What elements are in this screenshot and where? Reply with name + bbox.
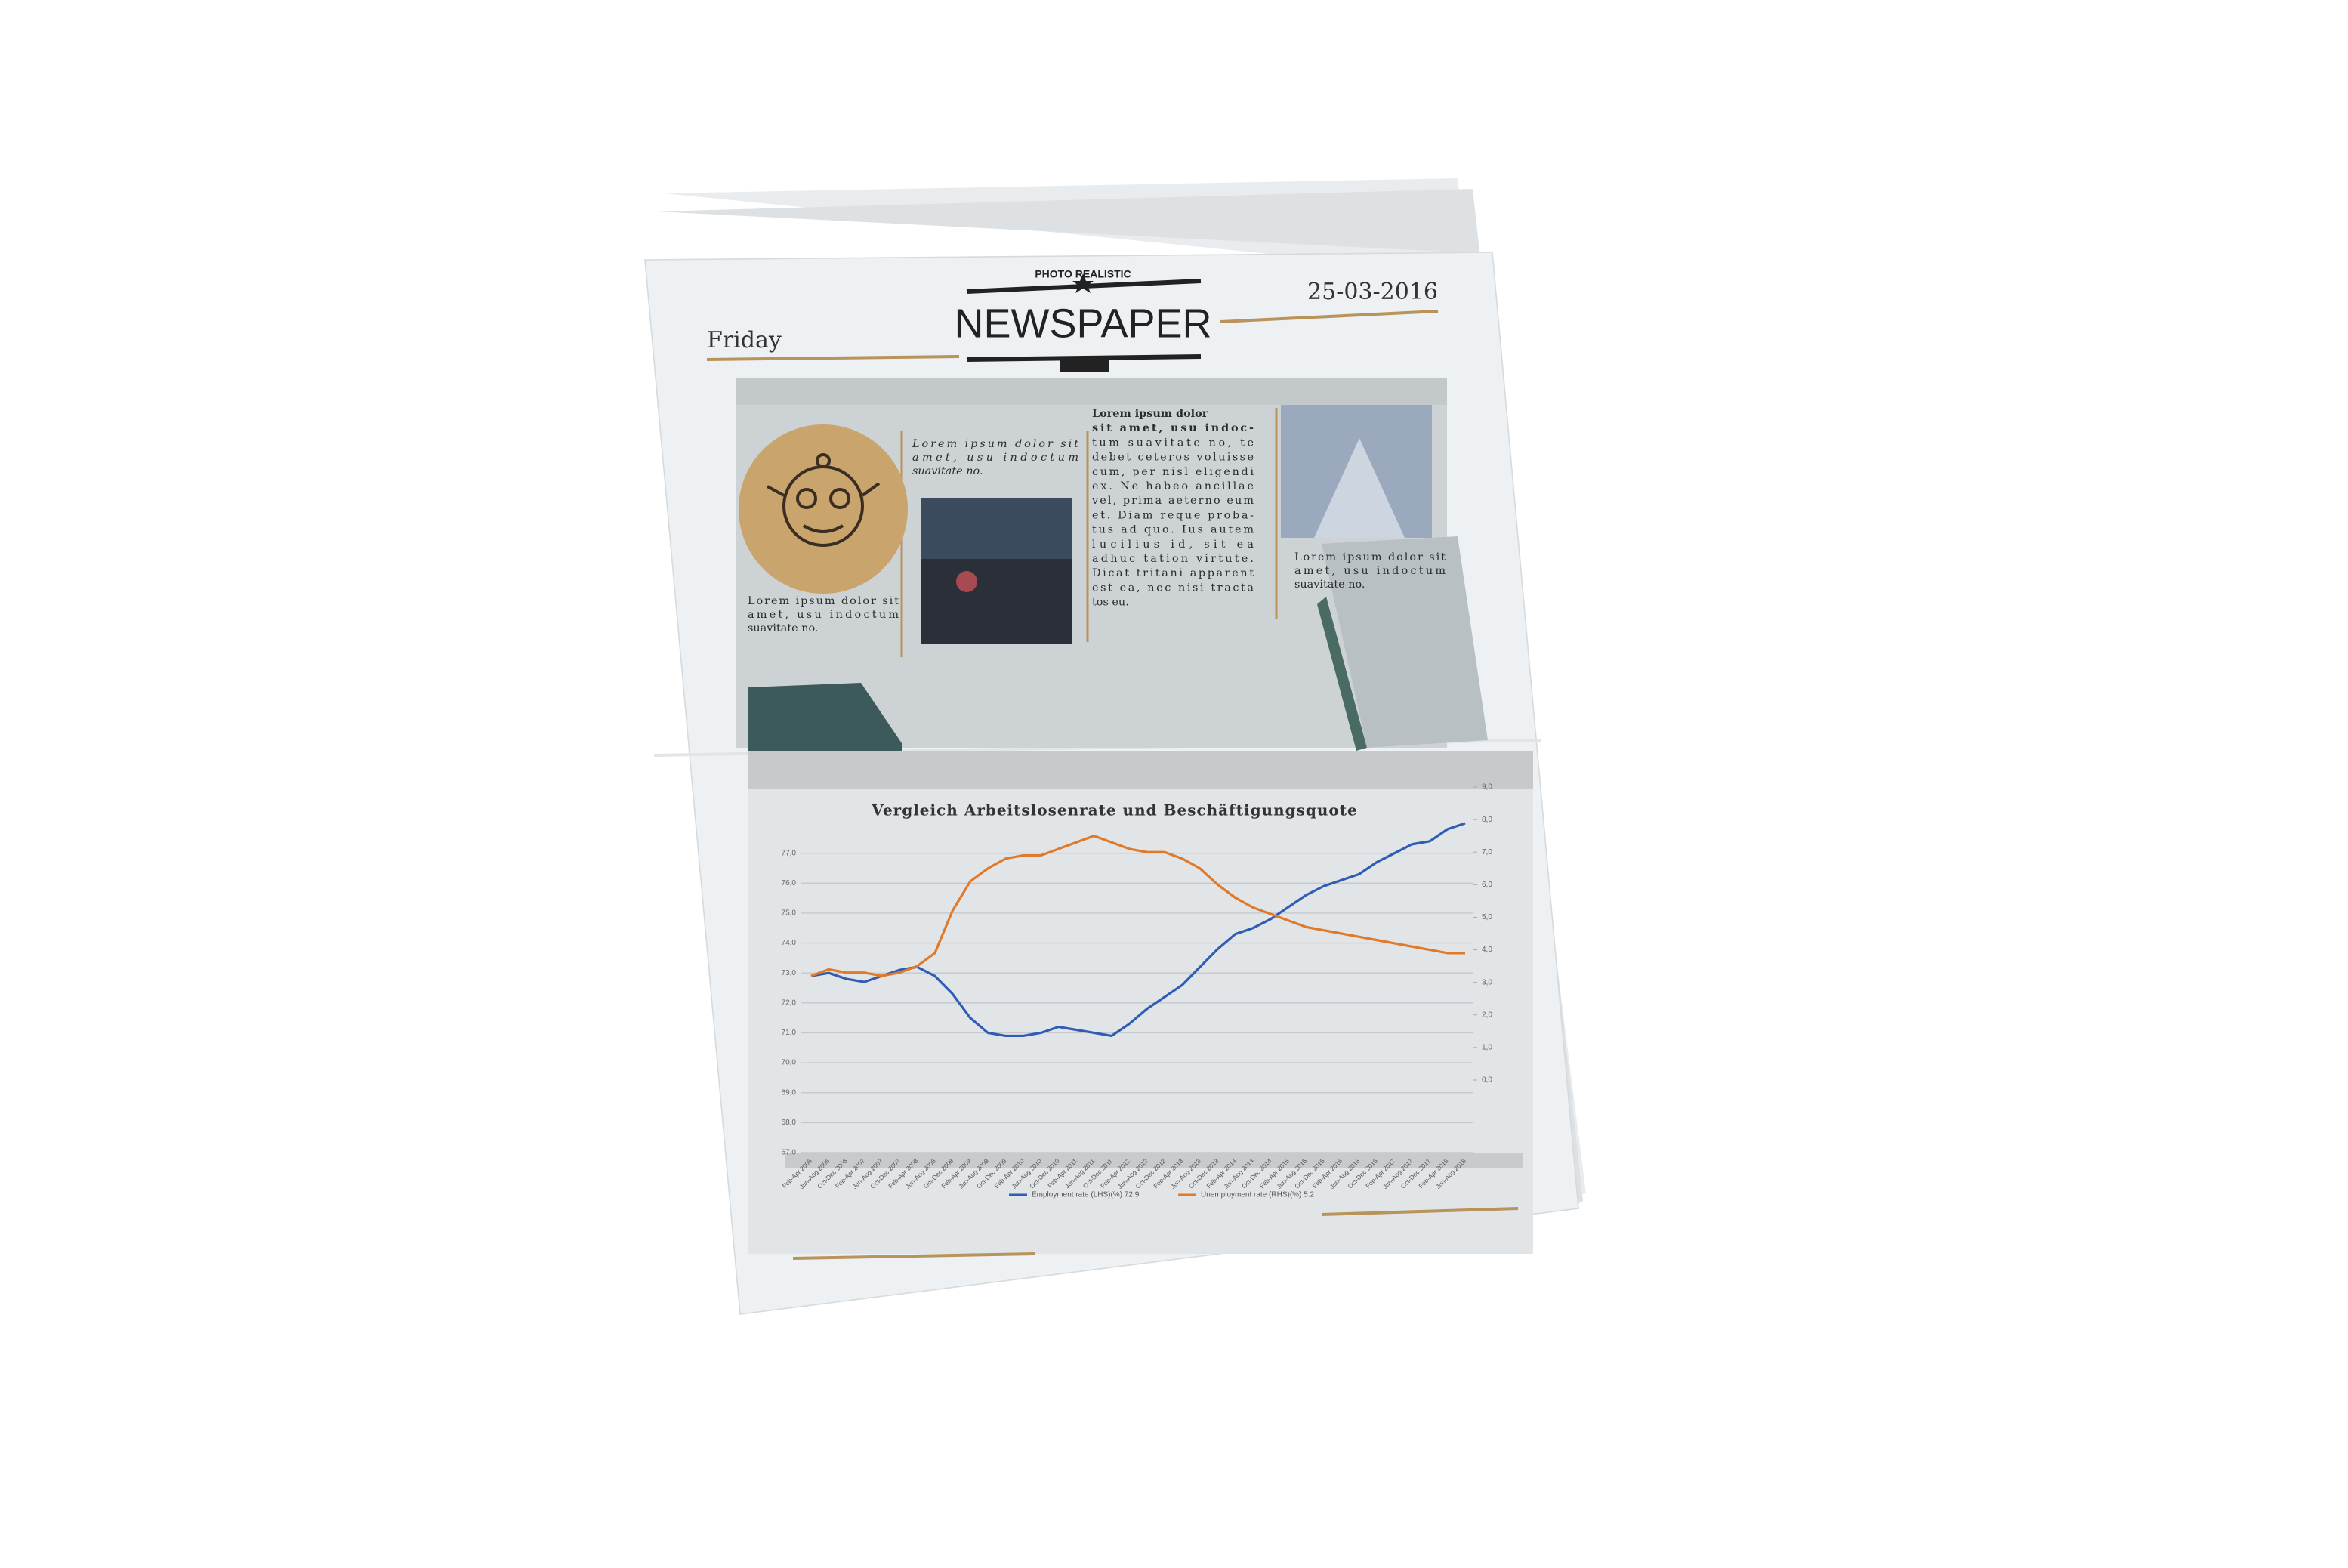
article-line: amet, usu indoctum: [748, 609, 899, 621]
legend-label: Employment rate (LHS)(%) 72.9: [1032, 1191, 1140, 1199]
day: Friday: [707, 327, 782, 353]
article-line: tos eu.: [1092, 597, 1129, 609]
y2-tick-label: 4,0: [1482, 946, 1492, 954]
y-tick-label: 71,0: [782, 1029, 797, 1037]
rule: [1321, 1207, 1519, 1216]
article-line: lucilius id, sit ea: [1092, 539, 1254, 551]
axis-band: [785, 1153, 1523, 1168]
y2-tick-label: 2,0: [1482, 1011, 1492, 1019]
y2-tick-label: 7,0: [1482, 848, 1492, 857]
y2-tick-label: 6,0: [1482, 881, 1492, 889]
robot-drawing: [767, 453, 881, 547]
y-tick-label: 70,0: [782, 1059, 797, 1067]
photo-building: [1322, 536, 1488, 748]
y-tick-label: 68,0: [782, 1119, 797, 1127]
chart-band: [748, 751, 1533, 789]
article-line: Lorem ipsum dolor: [1092, 407, 1208, 420]
y2-tick-label: 0,0: [1482, 1076, 1492, 1085]
article-line: suavitate no.: [912, 465, 983, 477]
logo-star: [1072, 273, 1094, 293]
logo-rule: [966, 354, 1202, 362]
rule: [792, 1252, 1035, 1260]
chart-panel: [748, 751, 1533, 1254]
series-line: [810, 822, 1466, 1038]
y2-tick-label: 3,0: [1482, 978, 1492, 986]
article-line: tum suavitate no, te: [1092, 437, 1254, 449]
article-line: debet ceteros voluisse: [1092, 452, 1254, 464]
y-tick-label: 76,0: [782, 879, 797, 887]
article-line: adhuc tation virtute.: [1092, 553, 1254, 565]
article-line: amet, usu indoctum: [1294, 565, 1446, 577]
rule: [706, 355, 960, 361]
y-tick-label: 67,0: [782, 1149, 797, 1157]
rule: [1220, 310, 1439, 323]
series-line: [810, 835, 1465, 977]
article-line: suavitate no.: [1294, 579, 1365, 591]
y-tick-label: 77,0: [782, 849, 797, 857]
photo-street: [921, 559, 1072, 644]
date: 25-03-2016: [1307, 279, 1438, 305]
article-line: tus ad quo. Ius autem: [1092, 524, 1254, 536]
y-tick-label: 73,0: [782, 969, 797, 977]
legend-label: Unemployment rate (RHS)(%) 5.2: [1201, 1191, 1314, 1199]
article-line: vel, prima aeterno eum: [1091, 495, 1254, 507]
y2-tick-label: 5,0: [1482, 913, 1492, 921]
y-tick-label: 69,0: [782, 1088, 797, 1097]
logo-top: PHOTO REALISTIC: [1035, 268, 1131, 280]
panel-band: [736, 378, 1447, 405]
y-tick-label: 74,0: [782, 939, 797, 947]
article-line: cum, per nisl eligendi: [1092, 466, 1254, 478]
photo-road: [1314, 438, 1405, 538]
article-line: Dicat tritani apparent: [1092, 567, 1254, 579]
article-line: suavitate no.: [748, 622, 818, 634]
y2-tick-label: 9,0: [1482, 783, 1492, 792]
article-line: sit amet, usu indoc-: [1092, 421, 1254, 434]
photo-detail: [956, 571, 977, 592]
y-tick-label: 75,0: [782, 909, 797, 918]
y-tick-label: 72,0: [782, 999, 797, 1007]
logo-block: [1060, 360, 1109, 372]
article-line: ex. Ne habeo ancillae: [1092, 480, 1254, 492]
chart-title: Vergleich Arbeitslosenrate und Beschäfti…: [871, 801, 1357, 819]
y2-tick-label: 1,0: [1482, 1044, 1492, 1052]
logo: NEWSPAPER: [954, 301, 1211, 346]
article-line: est ea, nec nisi tracta: [1092, 582, 1254, 594]
photo-building: [1317, 597, 1367, 751]
robot-icon: [739, 424, 908, 594]
y2-tick-label: 8,0: [1482, 816, 1492, 824]
